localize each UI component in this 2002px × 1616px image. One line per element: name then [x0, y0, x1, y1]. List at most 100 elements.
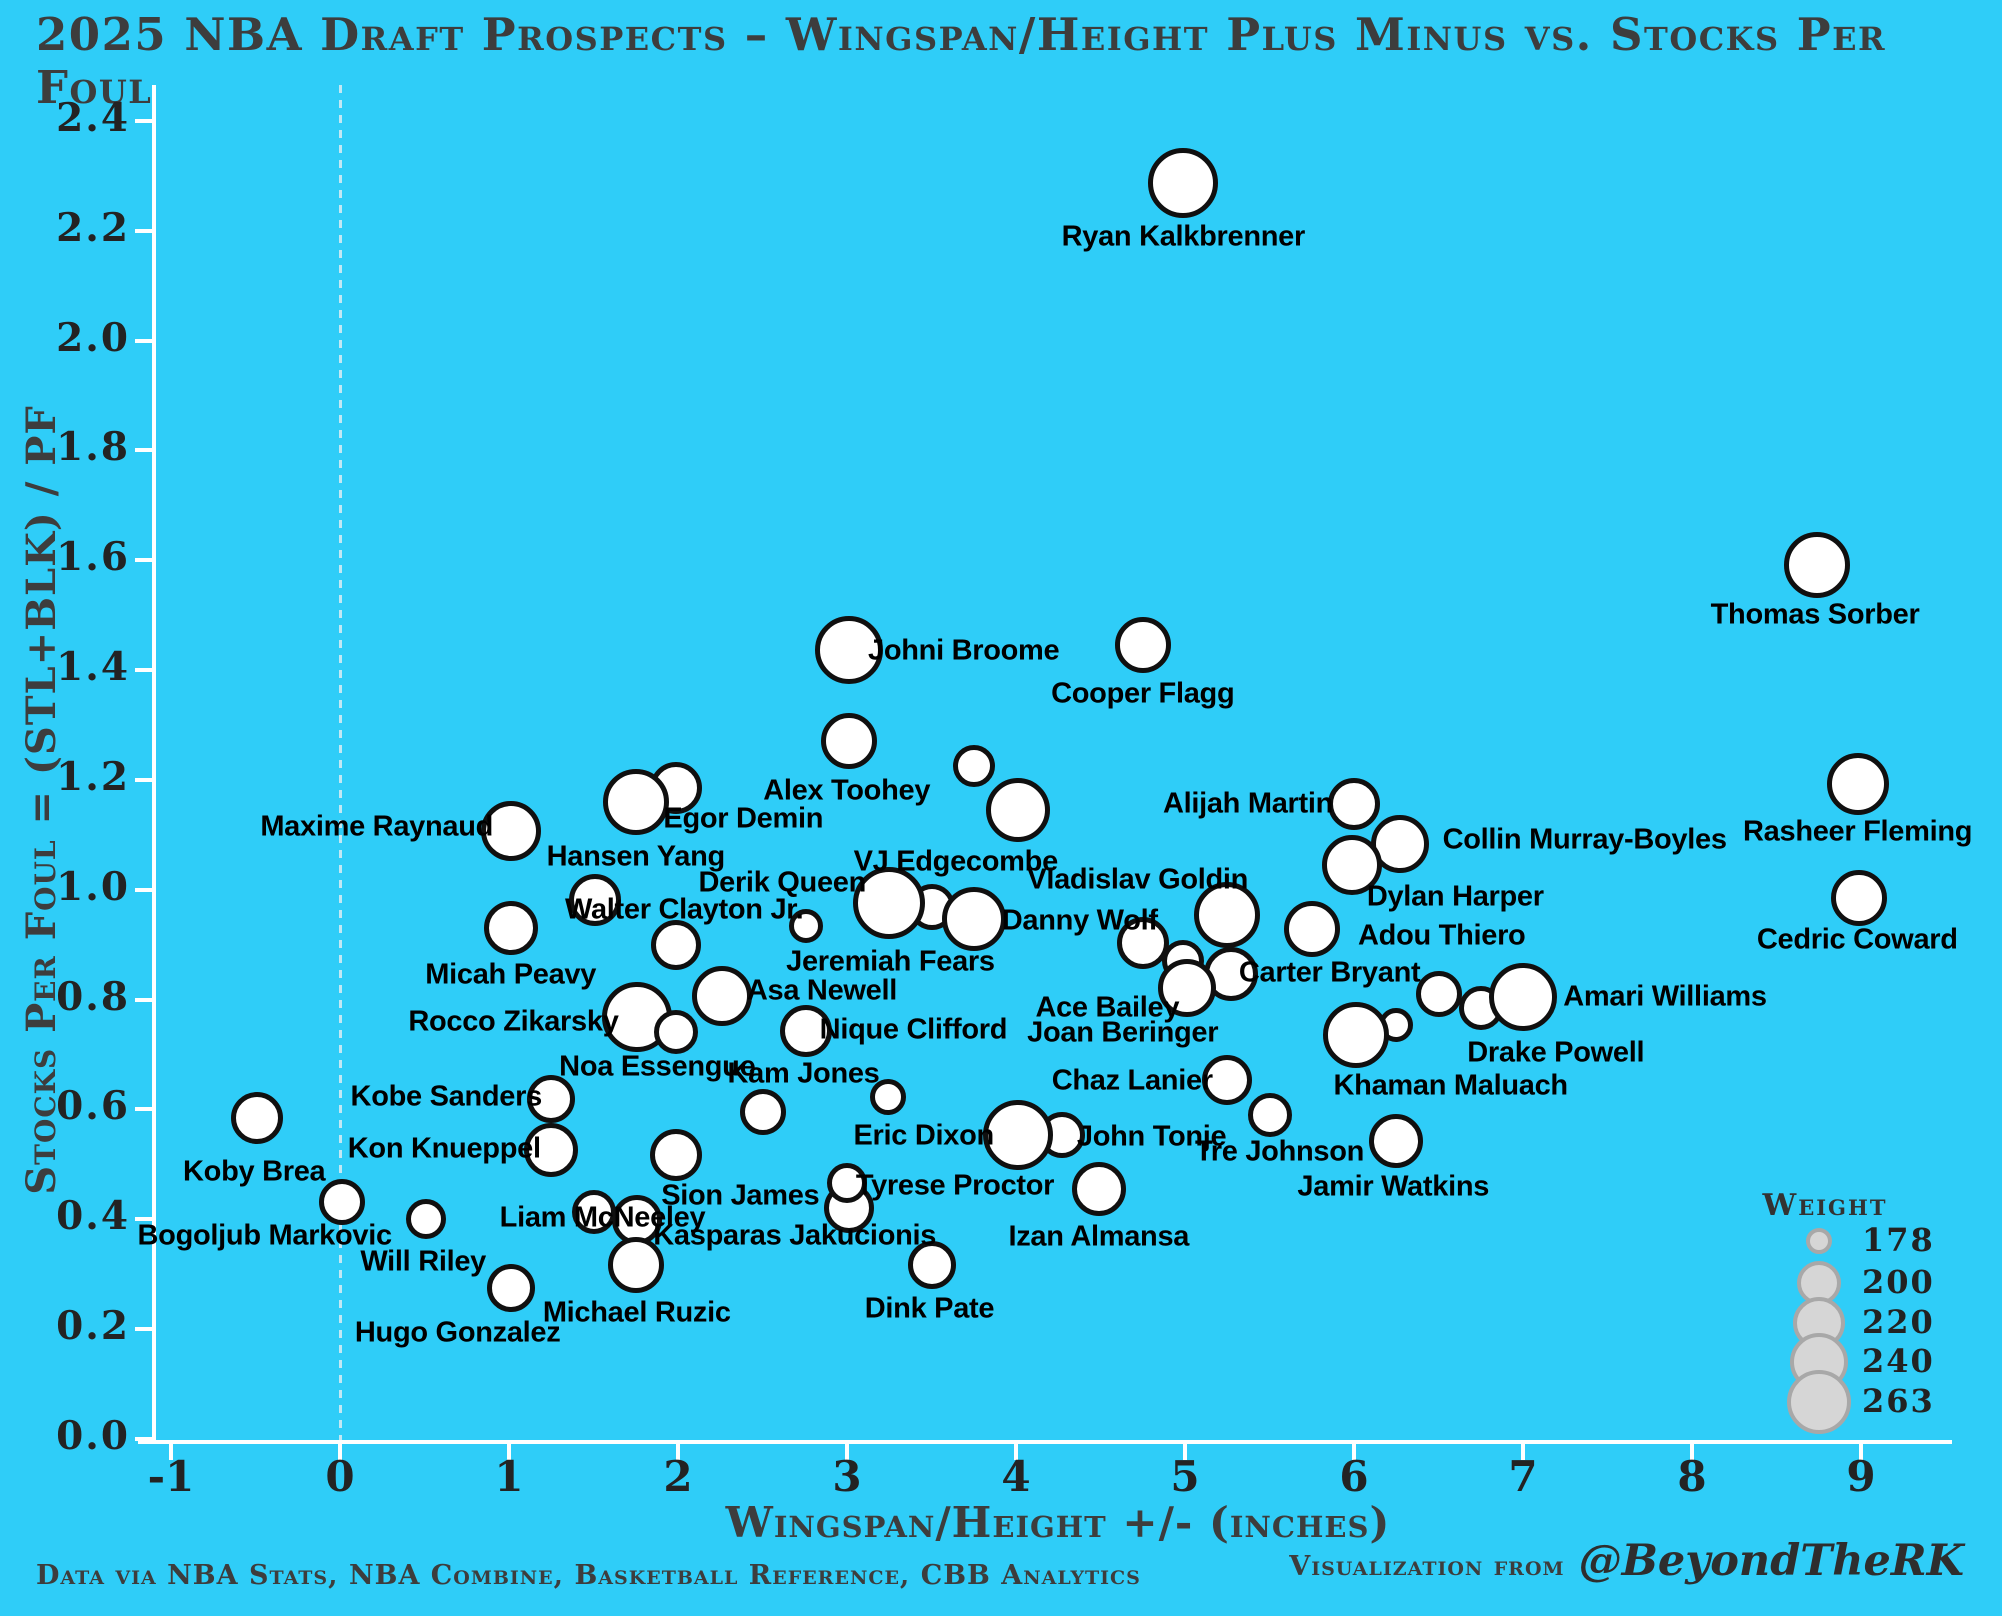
- player-label: Thomas Sorber: [1710, 598, 1920, 631]
- player-label: Kam Jones: [727, 1057, 880, 1090]
- x-tick-label: 9: [1846, 1452, 1876, 1501]
- player-bubble: [1369, 1113, 1424, 1168]
- y-tick-label: 1.2: [56, 753, 130, 800]
- x-tick-label: 2: [663, 1452, 693, 1501]
- x-tick-label: 7: [1508, 1452, 1538, 1501]
- data-sources-note: Data via NBA Stats, NBA Combine, Basketb…: [36, 1560, 1141, 1591]
- x-tick-mark: [338, 1444, 342, 1460]
- player-label: Collin Murray-Boyles: [1442, 823, 1727, 856]
- player-label: Asa Newell: [746, 974, 898, 1007]
- x-tick-label: 1: [494, 1452, 524, 1501]
- y-tick-mark: [135, 1217, 152, 1222]
- x-axis-label: Wingspan/Height +/- (inches): [725, 1498, 1391, 1547]
- player-bubble: [780, 1004, 833, 1057]
- player-bubble: [1831, 870, 1888, 927]
- player-label: Egor Demin: [663, 802, 824, 835]
- unlabeled-bubble: [869, 1078, 906, 1115]
- player-bubble: [827, 1163, 867, 1204]
- x-tick-label: -1: [147, 1452, 195, 1501]
- player-bubble: [982, 1100, 1053, 1171]
- y-tick-mark: [135, 668, 152, 673]
- y-tick-label: 1.8: [56, 424, 130, 471]
- player-label: Kon Knueppel: [347, 1132, 541, 1165]
- player-bubble: [952, 745, 995, 788]
- legend-value: 178: [1862, 1221, 1935, 1259]
- x-tick-label: 0: [325, 1452, 355, 1501]
- chart-title: 2025 NBA Draft Prospects – Wingspan/Heig…: [36, 8, 1887, 114]
- player-bubble: [406, 1198, 447, 1239]
- unlabeled-bubble: [612, 1194, 663, 1245]
- player-label: VJ Edgecombe: [853, 845, 1059, 878]
- y-tick-mark: [135, 448, 152, 453]
- y-tick-mark: [135, 118, 152, 123]
- legend-title: Weight: [1762, 1188, 1888, 1223]
- player-label: Maxime Raynaud: [260, 810, 494, 843]
- x-tick-mark: [1690, 1444, 1694, 1460]
- y-tick-mark: [135, 1107, 152, 1112]
- player-label: Micah Peavy: [425, 958, 597, 991]
- x-tick-mark: [507, 1444, 511, 1460]
- player-label: Nique Clifford: [819, 1013, 1008, 1046]
- x-tick-label: 5: [1170, 1452, 1200, 1501]
- y-tick-label: 1.6: [56, 534, 130, 581]
- x-tick-mark: [169, 1444, 173, 1460]
- x-axis-spine: [138, 1440, 1952, 1444]
- player-bubble: [1322, 1001, 1389, 1068]
- x-tick-label: 6: [1339, 1452, 1369, 1501]
- player-bubble: [907, 1240, 956, 1289]
- player-label: Johni Broome: [868, 634, 1060, 667]
- player-bubble: [691, 965, 752, 1026]
- player-label: Amari Williams: [1563, 980, 1767, 1013]
- y-tick-mark: [135, 997, 152, 1002]
- player-label: Kobe Sanders: [350, 1080, 543, 1113]
- player-label: Kasparas Jakucionis: [653, 1219, 937, 1252]
- legend-value: 263: [1862, 1382, 1935, 1420]
- x-tick-mark: [1014, 1444, 1018, 1460]
- player-label: Hansen Yang: [546, 840, 726, 873]
- player-label: Noa Essengue: [559, 1050, 756, 1083]
- player-bubble: [1322, 835, 1383, 896]
- player-bubble: [231, 1092, 284, 1145]
- player-bubble: [654, 1010, 699, 1055]
- x-tick-mark: [1352, 1444, 1356, 1460]
- player-bubble: [1247, 1092, 1292, 1137]
- player-label: Ryan Kalkbrenner: [1061, 220, 1306, 253]
- x-tick-mark: [1859, 1444, 1863, 1460]
- player-bubble: [486, 1263, 535, 1312]
- player-label: Will Riley: [360, 1245, 487, 1278]
- player-bubble: [524, 1123, 579, 1178]
- y-tick-label: 2.0: [56, 314, 130, 361]
- legend-value: 200: [1862, 1263, 1935, 1301]
- player-label: John Tonje: [1076, 1120, 1227, 1153]
- x-tick-mark: [676, 1444, 680, 1460]
- x-tick-mark: [1183, 1444, 1187, 1460]
- credit-prefix: Visualization from: [1289, 1551, 1565, 1582]
- player-label: Izan Almansa: [1008, 1220, 1190, 1253]
- player-label: Sion James: [661, 1179, 820, 1212]
- player-label: Walter Clayton Jr.: [564, 893, 804, 926]
- player-label: Vladislav Goldin: [1027, 863, 1249, 896]
- y-tick-mark: [135, 777, 152, 782]
- y-tick-mark: [135, 1437, 152, 1441]
- player-label: Joan Beringer: [1027, 1016, 1219, 1049]
- y-tick-label: 1.0: [56, 863, 130, 910]
- y-tick-label: 0.4: [56, 1193, 130, 1240]
- unlabeled-bubble: [1194, 882, 1261, 949]
- x-tick-mark: [845, 1444, 849, 1460]
- player-bubble: [1328, 778, 1380, 831]
- player-bubble: [1489, 962, 1557, 1031]
- player-label: Ace Bailey: [1035, 991, 1180, 1024]
- player-bubble: [1114, 616, 1171, 673]
- y-tick-label: 0.6: [56, 1083, 130, 1130]
- player-bubble: [650, 1129, 703, 1182]
- x-tick-label: 3: [832, 1452, 862, 1501]
- player-bubble: [739, 1089, 786, 1136]
- y-tick-label: 1.4: [56, 644, 130, 691]
- y-tick-label: 2.4: [56, 94, 130, 141]
- player-label: Rasheer Fleming: [1743, 815, 1973, 848]
- unlabeled-bubble: [651, 919, 702, 970]
- unlabeled-bubble: [1116, 917, 1169, 970]
- player-label: Carter Bryant: [1238, 956, 1421, 989]
- x-tick-mark: [1521, 1444, 1525, 1460]
- player-label: Liam McNeeley: [499, 1201, 706, 1234]
